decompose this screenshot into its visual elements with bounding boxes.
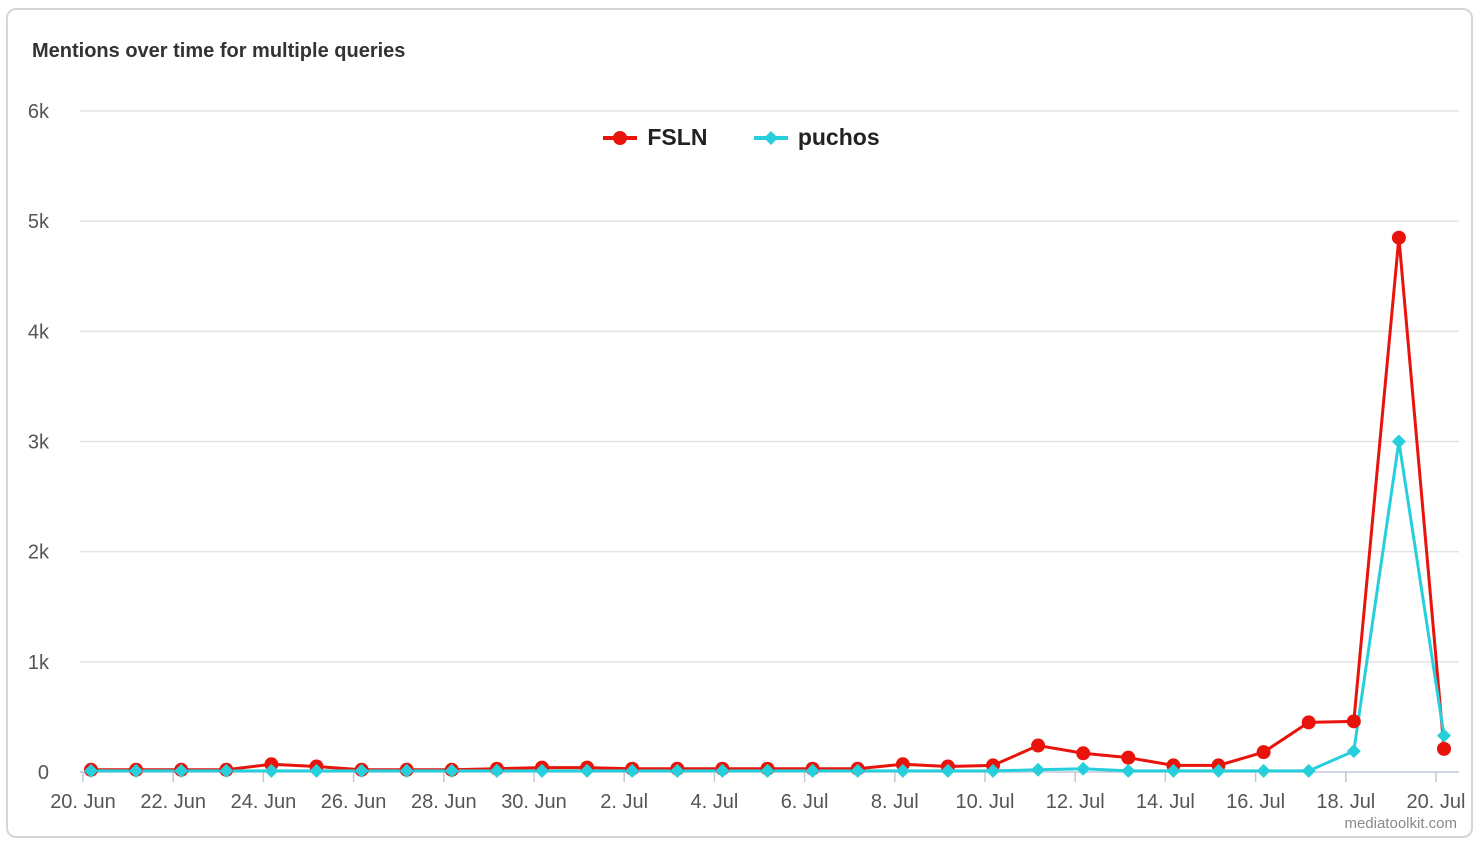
data-point-puchos: [354, 763, 369, 778]
legend-item-puchos[interactable]: puchos: [753, 124, 880, 151]
x-tick-label: 12. Jul: [1046, 791, 1105, 813]
data-point-puchos: [1031, 762, 1046, 777]
legend-item-fsln[interactable]: FSLN: [603, 124, 707, 151]
data-point-puchos: [895, 763, 910, 778]
data-point-fsln: [1391, 230, 1406, 245]
data-point-puchos: [940, 763, 955, 778]
legend: FSLN puchos: [0, 124, 1483, 152]
data-point-puchos: [444, 763, 459, 778]
legend-label-puchos: puchos: [797, 124, 880, 150]
x-tick-label: 2. Jul: [600, 791, 648, 813]
data-point-puchos: [264, 763, 279, 778]
data-point-puchos: [535, 763, 549, 778]
x-tick-label: 28. Jun: [411, 791, 477, 813]
data-point-puchos: [489, 763, 504, 778]
legend-marker-puchos: [753, 130, 788, 145]
legend-marker-fsln: [603, 130, 638, 145]
data-point-puchos: [805, 763, 820, 778]
data-point-puchos: [625, 763, 640, 778]
data-point-puchos: [715, 763, 730, 778]
data-point-puchos: [670, 763, 685, 778]
y-tick-label: 2k: [28, 542, 50, 564]
data-point-puchos: [1256, 763, 1271, 778]
data-point-puchos: [1391, 434, 1406, 449]
data-point-fsln: [1437, 741, 1451, 756]
data-point-puchos: [309, 763, 324, 778]
data-point-puchos: [850, 763, 865, 778]
data-point-puchos: [1166, 763, 1181, 778]
x-tick-label: 6. Jul: [781, 791, 829, 813]
data-point-fsln: [1121, 750, 1136, 765]
x-tick-label: 20. Jul: [1407, 791, 1466, 813]
y-tick-label: 3k: [28, 432, 50, 454]
chart-card: [6, 8, 1473, 838]
data-point-puchos: [399, 763, 414, 778]
x-tick-label: 14. Jul: [1136, 791, 1195, 813]
data-point-puchos: [84, 763, 98, 778]
data-point-puchos: [1121, 763, 1136, 778]
data-point-puchos: [760, 763, 775, 778]
chart-title: Mentions over time for multiple queries: [32, 40, 406, 62]
data-point-puchos: [1437, 728, 1451, 743]
x-tick-label: 16. Jul: [1226, 791, 1285, 813]
data-point-fsln: [1031, 738, 1046, 753]
data-point-puchos: [1211, 763, 1226, 778]
data-point-fsln: [1301, 715, 1316, 730]
data-point-puchos: [174, 763, 189, 778]
series-line-fsln: [91, 236, 1446, 772]
y-tick-label: 5k: [28, 211, 50, 233]
x-tick-label: 30. Jun: [501, 791, 567, 813]
series-line-puchos: [91, 440, 1446, 773]
x-tick-label: 22. Jun: [140, 791, 206, 813]
data-point-fsln: [1076, 746, 1091, 761]
data-point-puchos: [986, 763, 1000, 778]
data-point-puchos: [129, 763, 144, 778]
data-point-fsln: [1256, 745, 1271, 760]
y-tick-label: 0: [38, 762, 49, 784]
x-tick-label: 20. Jun: [50, 791, 116, 813]
x-tick-label: 8. Jul: [871, 791, 919, 813]
x-tick-label: 4. Jul: [690, 791, 738, 813]
data-point-puchos: [1346, 744, 1361, 759]
data-point-puchos: [1076, 761, 1091, 776]
credit-text[interactable]: mediatoolkit.com: [1344, 815, 1457, 832]
x-tick-label: 24. Jun: [231, 791, 297, 813]
x-tick-label: 18. Jul: [1316, 791, 1375, 813]
legend-label-fsln: FSLN: [647, 124, 708, 150]
y-tick-label: 1k: [28, 652, 50, 674]
data-point-fsln: [1346, 714, 1361, 729]
data-point-puchos: [580, 763, 595, 778]
y-tick-label: 4k: [28, 321, 50, 343]
data-point-puchos: [219, 763, 234, 778]
x-tick-label: 26. Jun: [321, 791, 387, 813]
y-tick-label: 6k: [28, 101, 50, 123]
x-tick-label: 10. Jul: [956, 791, 1015, 813]
data-point-puchos: [1301, 763, 1316, 778]
